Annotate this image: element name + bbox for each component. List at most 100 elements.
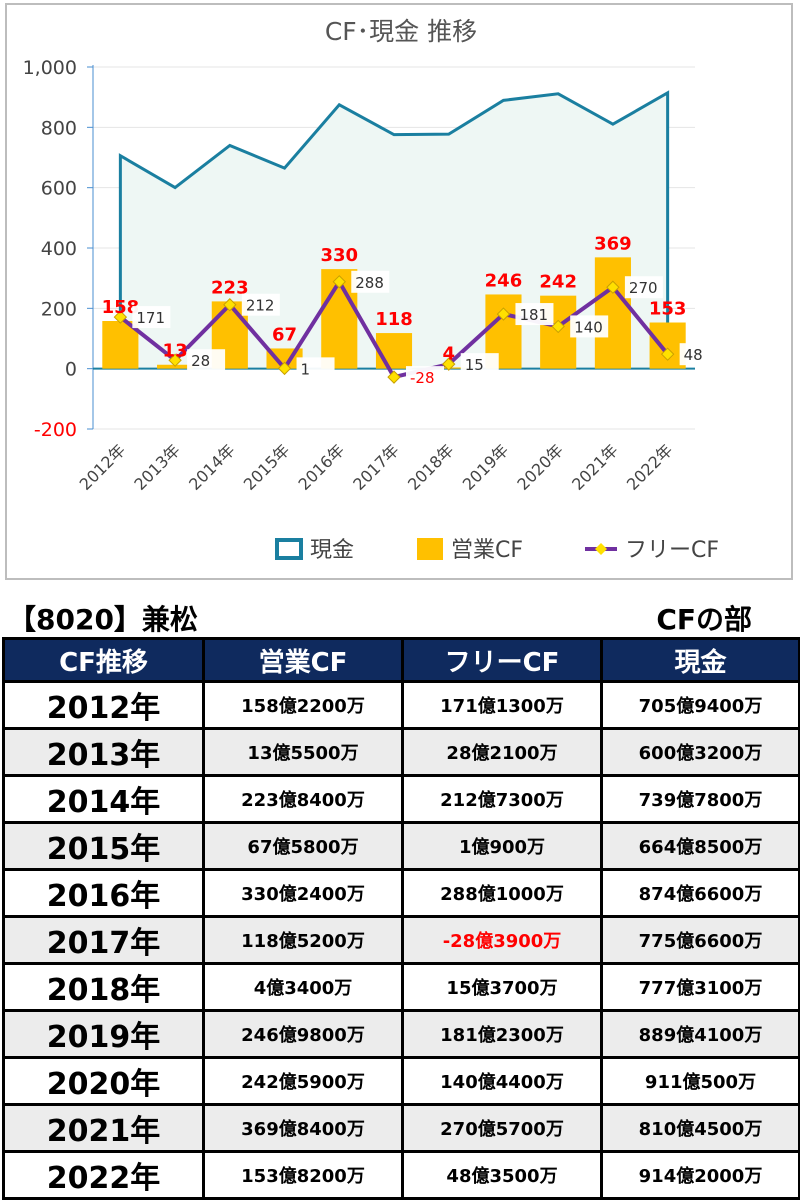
free-cf-marker xyxy=(442,357,456,371)
chart-panel: CF･現金 推移 1,000 800 600 400 200 0 -200 158 13 223 67… xyxy=(5,3,793,580)
row-year: 2017年 xyxy=(2,915,205,965)
operating-cf-label: 67 xyxy=(272,324,297,345)
table-row: 2013年 13億5500万 28億2100万 600億3200万 xyxy=(2,727,800,777)
free-cf-label-bg xyxy=(679,343,718,366)
operating-cf-label: 153 xyxy=(649,299,687,320)
row-free-cf: 212億7300万 xyxy=(401,774,603,824)
row-cash: 705億9400万 xyxy=(600,680,800,730)
table-row: 2012年 158億2200万 171億1300万 705億9400万 xyxy=(2,680,800,730)
row-year: 2013年 xyxy=(2,727,205,777)
header-year: CF推移 xyxy=(2,637,205,683)
row-operating-cf: 330億2400万 xyxy=(202,868,404,918)
row-cash: 911億500万 xyxy=(600,1056,800,1106)
legend: 現金 営業CF フリーCF xyxy=(275,538,719,563)
free-cf-marker xyxy=(113,310,128,324)
free-cf-label-bg xyxy=(460,353,499,376)
table-row: 2021年 369億8400万 270億5700万 810億4500万 xyxy=(2,1103,800,1153)
row-year: 2018年 xyxy=(2,962,205,1012)
operating-cf-label: 4 xyxy=(442,343,455,364)
cf-chart: CF･現金 推移 1,000 800 600 400 200 0 -200 158 13 223 67… xyxy=(23,17,719,563)
row-cash: 914億2000万 xyxy=(600,1150,800,1200)
free-cf-label-bg xyxy=(624,276,663,299)
y-tick-label: 200 xyxy=(41,298,77,320)
free-cf-label: 288 xyxy=(355,274,384,292)
free-cf-label: 48 xyxy=(684,346,703,364)
row-free-cf: 1億900万 xyxy=(401,821,603,871)
x-tick-label: 2019年 xyxy=(459,440,513,494)
free-cf-label-bg xyxy=(570,315,609,338)
table-row: 2014年 223億8400万 212億7300万 739億7800万 xyxy=(2,774,800,824)
row-operating-cf: 223億8400万 xyxy=(202,774,404,824)
x-tick-label: 2020年 xyxy=(513,440,567,494)
operating-cf-label: 246 xyxy=(485,270,523,291)
free-cf-label: 1 xyxy=(301,360,311,378)
row-cash: 664億8500万 xyxy=(600,821,800,871)
header-cash: 現金 xyxy=(600,637,800,683)
table-row: 2019年 246億9800万 181億2300万 889億4100万 xyxy=(2,1009,800,1059)
free-cf-label-bg xyxy=(515,303,554,326)
operating-cf-label: 369 xyxy=(594,233,632,254)
cf-table: CF推移 営業CF フリーCF 現金 2012年 158億2200万 171億130… xyxy=(2,637,800,1200)
y-tick-label: 600 xyxy=(41,178,77,200)
row-operating-cf: 118億5200万 xyxy=(202,915,404,965)
free-cf-label: 181 xyxy=(519,306,548,324)
row-operating-cf: 4億3400万 xyxy=(202,962,404,1012)
row-cash: 775億6600万 xyxy=(600,915,800,965)
x-tick-label: 2018年 xyxy=(404,440,458,494)
legend-cash-swatch xyxy=(275,538,303,560)
free-cf-marker xyxy=(660,347,675,361)
free-cf-marker xyxy=(332,275,346,289)
free-cf-marker xyxy=(606,280,620,294)
free-cf-label: 270 xyxy=(629,279,658,297)
row-operating-cf: 369億8400万 xyxy=(202,1103,404,1153)
table-row: 2017年 118億5200万 -28億3900万 775億6600万 xyxy=(2,915,800,965)
x-tick-label: 2017年 xyxy=(349,440,403,494)
row-operating-cf: 158億2200万 xyxy=(202,680,404,730)
free-cf-label: -28 xyxy=(410,369,435,387)
table-row: 2015年 67億5800万 1億900万 664億8500万 xyxy=(2,821,800,871)
y-tick-label: -200 xyxy=(34,419,77,441)
row-year: 2019年 xyxy=(2,1009,205,1059)
table-row: 2018年 4億3400万 15億3700万 777億3100万 xyxy=(2,962,800,1012)
table-header-row: CF推移 営業CF フリーCF 現金 xyxy=(2,637,800,683)
free-cf-marker xyxy=(387,370,401,384)
row-cash: 739億7800万 xyxy=(600,774,800,824)
row-free-cf: 48億3500万 xyxy=(401,1150,603,1200)
row-year: 2021年 xyxy=(2,1103,205,1153)
company-title: 【8020】兼松 xyxy=(8,603,198,636)
row-year: 2020年 xyxy=(2,1056,205,1106)
row-cash: 600億3200万 xyxy=(600,727,800,777)
row-operating-cf: 153億8200万 xyxy=(202,1150,404,1200)
row-operating-cf: 246億9800万 xyxy=(202,1009,404,1059)
x-tick-label: 2016年 xyxy=(295,440,349,494)
row-cash: 777億3100万 xyxy=(600,962,800,1012)
row-year: 2016年 xyxy=(2,868,205,918)
row-cash: 810億4500万 xyxy=(600,1103,800,1153)
free-cf-label: 140 xyxy=(574,318,603,336)
operating-cf-label: 13 xyxy=(163,341,188,362)
free-cf-label: 212 xyxy=(246,297,275,315)
y-tick-label: 800 xyxy=(41,117,77,139)
free-cf-label-bg xyxy=(132,306,171,329)
row-year: 2022年 xyxy=(2,1150,205,1200)
row-year: 2014年 xyxy=(2,774,205,824)
y-tick-label: 400 xyxy=(41,238,77,260)
header-operating-cf: 営業CF xyxy=(202,637,404,683)
x-tick-label: 2012年 xyxy=(76,440,130,494)
free-cf-label-bg xyxy=(241,293,280,316)
table-row: 2022年 153億8200万 48億3500万 914億2000万 xyxy=(2,1150,800,1200)
row-free-cf: 270億5700万 xyxy=(401,1103,603,1153)
free-cf-marker xyxy=(496,307,511,321)
free-cf-marker xyxy=(223,298,237,312)
operating-cf-label: 330 xyxy=(320,245,358,266)
legend-free-cf-label: フリーCF xyxy=(625,538,719,563)
legend-free-cf-marker xyxy=(595,543,607,555)
operating-cf-bar xyxy=(375,333,413,369)
row-cash: 874億6600万 xyxy=(600,868,800,918)
free-cf-label-bg xyxy=(187,349,226,372)
row-free-cf: 28億2100万 xyxy=(401,727,603,777)
table-row: 2016年 330億2400万 288億1000万 874億6600万 xyxy=(2,868,800,918)
row-year: 2015年 xyxy=(2,821,205,871)
free-cf-label: 171 xyxy=(136,309,165,327)
row-free-cf: 181億2300万 xyxy=(401,1009,603,1059)
